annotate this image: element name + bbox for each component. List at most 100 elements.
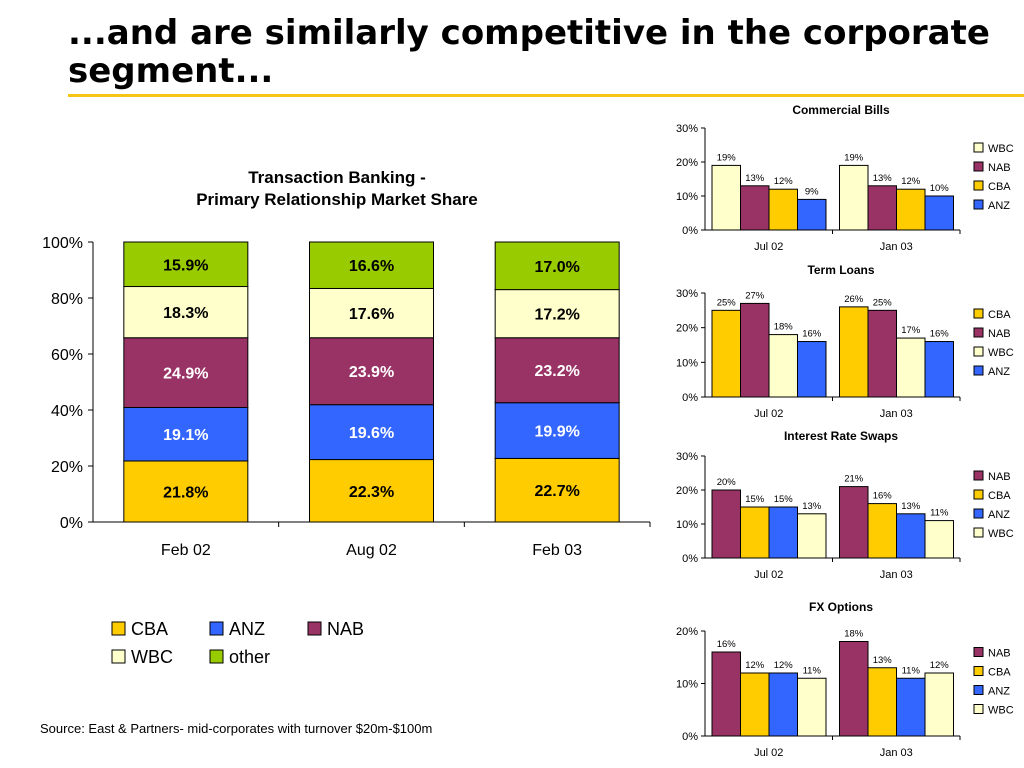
bar-segment-other bbox=[494, 241, 620, 291]
bar-nab bbox=[867, 309, 897, 398]
bar-segment-other bbox=[123, 241, 249, 288]
data-label: 12% bbox=[774, 660, 794, 671]
x-tick-label: Feb 02 bbox=[161, 542, 211, 559]
data-label: 10% bbox=[930, 183, 950, 194]
x-tick-label: Jan 03 bbox=[880, 408, 913, 420]
legend-swatch-anz bbox=[973, 685, 984, 695]
y-tick-label: 20% bbox=[51, 459, 83, 476]
data-label: 23.9% bbox=[349, 364, 394, 381]
data-label: 22.3% bbox=[349, 484, 394, 501]
data-label: 13% bbox=[745, 173, 765, 184]
legend-swatch-nab bbox=[973, 647, 984, 657]
data-label: 18% bbox=[844, 629, 864, 640]
bar-cba bbox=[768, 188, 798, 231]
x-tick-label: Aug 02 bbox=[346, 542, 397, 559]
data-label: 18% bbox=[774, 322, 794, 333]
legend-label: WBC bbox=[988, 347, 1014, 359]
bar-wbc bbox=[896, 337, 926, 398]
x-tick-label: Jan 03 bbox=[880, 241, 913, 253]
bar-segment-cba bbox=[123, 460, 249, 523]
bar-anz bbox=[896, 677, 926, 737]
interest-rate-swaps-chart: Interest Rate Swaps 0% 10% 20% 30% Jul 02 20% 1… bbox=[676, 429, 1014, 581]
data-label: 13% bbox=[802, 501, 822, 512]
bar-wbc bbox=[768, 334, 798, 398]
y-tick-label: 100% bbox=[42, 235, 83, 252]
legend-label: ANZ bbox=[988, 509, 1010, 521]
data-label: 15% bbox=[774, 494, 794, 505]
y-tick-label: 20% bbox=[676, 323, 698, 335]
y-tick-label: 20% bbox=[676, 485, 698, 497]
legend-swatch-wbc bbox=[973, 527, 984, 538]
bar-anz bbox=[896, 513, 926, 559]
y-tick-label: 20% bbox=[676, 626, 698, 638]
bar-wbc bbox=[839, 164, 869, 231]
bar-cba bbox=[896, 188, 926, 231]
data-label: 11% bbox=[930, 508, 949, 519]
data-label: 24.9% bbox=[163, 366, 208, 383]
bar-anz bbox=[924, 195, 954, 231]
legend-swatch-cba bbox=[111, 621, 126, 636]
y-tick-label: 80% bbox=[51, 291, 83, 308]
legend-label: ANZ bbox=[229, 619, 265, 639]
data-label: 25% bbox=[873, 297, 893, 308]
bar-segment-nab bbox=[123, 337, 249, 408]
data-label: 19.6% bbox=[349, 425, 394, 442]
data-label: 19% bbox=[717, 152, 737, 163]
legend-label: ANZ bbox=[988, 200, 1010, 212]
bar-segment-wbc bbox=[494, 289, 620, 339]
bar-segment-anz bbox=[123, 406, 249, 462]
chart-title: Commercial Bills bbox=[792, 103, 890, 117]
y-tick-label: 30% bbox=[676, 288, 698, 300]
x-tick-label: Jul 02 bbox=[754, 569, 783, 581]
source-note: Source: East & Partners- mid-corporates … bbox=[40, 721, 433, 736]
data-label: 19% bbox=[844, 152, 864, 163]
chart-title: Transaction Banking - bbox=[248, 168, 426, 187]
legend-label: WBC bbox=[131, 647, 173, 667]
data-label: 19.9% bbox=[534, 424, 579, 441]
legend-swatch-wbc bbox=[973, 142, 984, 153]
x-tick-label: Jan 03 bbox=[880, 569, 913, 581]
y-tick-label: 0% bbox=[60, 515, 83, 532]
y-tick-label: 40% bbox=[51, 403, 83, 420]
bar-segment-other bbox=[309, 241, 434, 289]
bar-cba bbox=[867, 503, 897, 559]
data-label: 17.2% bbox=[534, 307, 579, 324]
legend-swatch-cba bbox=[973, 666, 984, 676]
legend-swatch-cba bbox=[973, 308, 984, 319]
title-underline bbox=[68, 94, 1024, 97]
data-label: 16% bbox=[873, 491, 893, 502]
slide-title: ...and are similarly competitive in the … bbox=[68, 13, 990, 91]
bar-anz bbox=[768, 672, 798, 737]
data-label: 23.2% bbox=[534, 363, 579, 380]
bar-segment-wbc bbox=[309, 287, 434, 339]
bar-cba bbox=[740, 672, 770, 737]
data-label: 12% bbox=[745, 660, 765, 671]
data-label: 21.8% bbox=[163, 484, 208, 501]
data-label: 11% bbox=[902, 665, 921, 676]
data-label: 13% bbox=[901, 501, 921, 512]
legend-label: ANZ bbox=[988, 686, 1010, 698]
bar-segment-anz bbox=[309, 404, 434, 461]
bar-segment-nab bbox=[494, 337, 620, 404]
commercial-bills-chart: Commercial Bills 0% 10% 20% 30% Jul 02 19% 13% 1… bbox=[676, 103, 1014, 253]
legend-label: WBC bbox=[988, 705, 1014, 717]
legend-swatch-anz bbox=[973, 508, 984, 519]
bar-segment-wbc bbox=[123, 286, 249, 339]
data-label: 16% bbox=[930, 329, 950, 340]
y-tick-label: 10% bbox=[676, 679, 698, 691]
y-tick-label: 0% bbox=[682, 731, 698, 743]
legend-label: NAB bbox=[988, 328, 1011, 340]
legend-swatch-cba bbox=[973, 180, 984, 191]
data-label: 11% bbox=[803, 665, 822, 676]
bar-anz bbox=[768, 506, 798, 559]
fx-options-chart: FX Options 0% 10% 20% Jul 02 16% 12% 12% 11% Jan … bbox=[676, 600, 1014, 759]
bar-wbc bbox=[924, 672, 954, 737]
bar-anz bbox=[797, 198, 827, 231]
x-tick-label: Feb 03 bbox=[532, 542, 582, 559]
bar-wbc bbox=[797, 677, 827, 737]
y-tick-label: 0% bbox=[682, 553, 698, 565]
chart-title: Term Loans bbox=[807, 263, 874, 277]
legend-label: other bbox=[229, 647, 270, 667]
legend-label: CBA bbox=[131, 619, 168, 639]
bar-anz bbox=[797, 341, 827, 398]
